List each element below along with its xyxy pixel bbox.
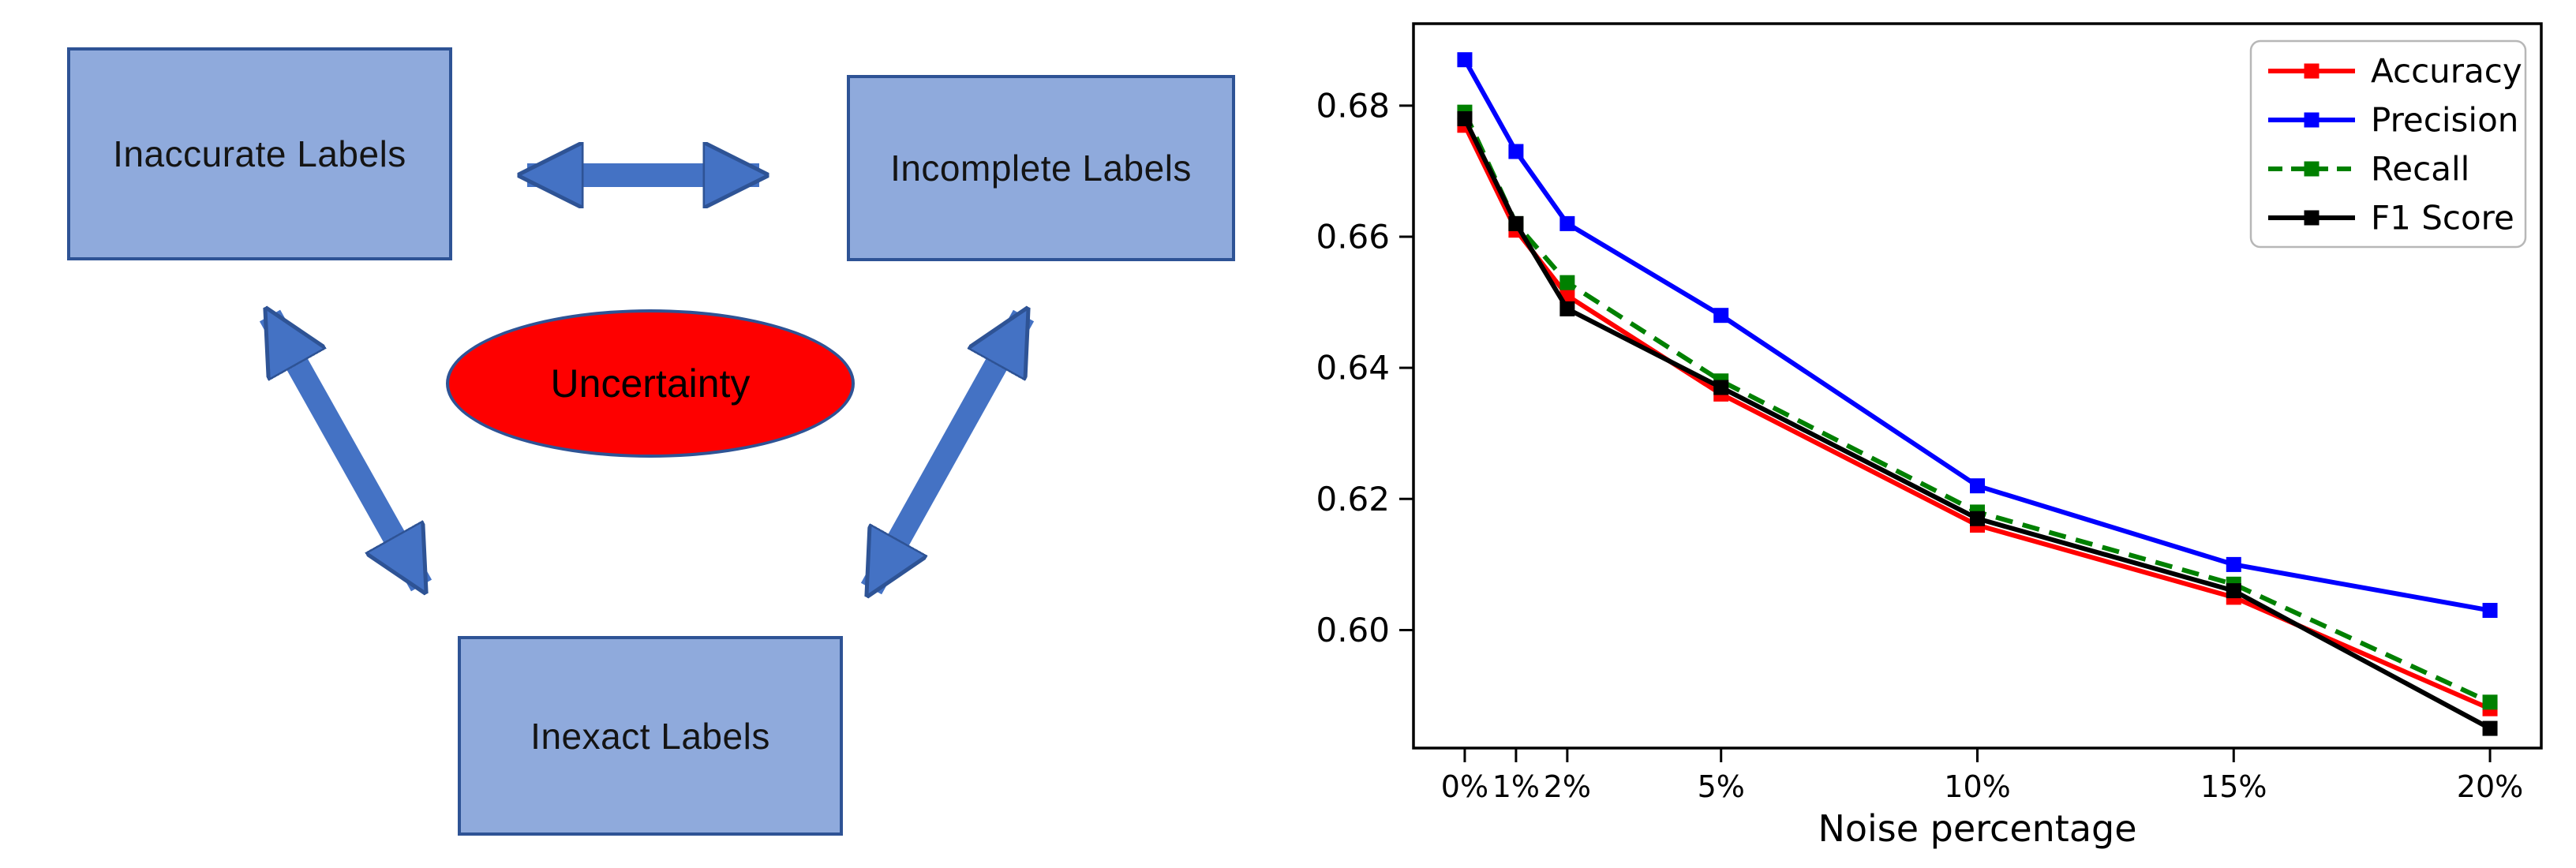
data-point-precision-1% xyxy=(1508,144,1524,159)
node-inexact-labels: Inexact Labels xyxy=(458,636,843,836)
noise-metrics-chart: 0.68 0.66 0.64 0.62 0.60 0% 1% 2% 5% 10% 15% 20% Noi… xyxy=(1294,0,2576,868)
data-point-f1-score-0% xyxy=(1457,110,1473,126)
double-arrow-incomplete-inexact-icon xyxy=(860,316,1035,589)
data-point-f1-score-2% xyxy=(1559,301,1575,316)
data-point-recall-2% xyxy=(1559,275,1575,290)
x-tick-label: 5% xyxy=(1698,769,1745,804)
data-point-f1-score-5% xyxy=(1713,380,1729,395)
legend-label: F1 Score xyxy=(2371,199,2514,238)
data-point-precision-15% xyxy=(2226,556,2241,572)
legend-label: Precision xyxy=(2371,101,2518,140)
node-inexact-labels-text: Inexact Labels xyxy=(530,715,770,757)
x-tick-label: 0% xyxy=(1441,769,1488,804)
data-point-precision-5% xyxy=(1713,308,1729,324)
node-incomplete-labels-text: Incomplete Labels xyxy=(890,148,1192,189)
legend-marker xyxy=(2304,112,2320,128)
y-tick-label: 0.66 xyxy=(1316,218,1390,256)
node-uncertainty-ellipse: Uncertainty xyxy=(446,309,855,458)
chart-legend xyxy=(2249,39,2527,249)
data-point-f1-score-1% xyxy=(1508,215,1524,231)
data-point-recall-20% xyxy=(2482,694,2498,710)
data-point-f1-score-20% xyxy=(2482,720,2498,736)
x-tick-label: 10% xyxy=(1944,769,2010,804)
double-arrow-inaccurate-inexact-icon xyxy=(259,316,432,586)
x-tick-label: 2% xyxy=(1544,769,1591,804)
node-inaccurate-labels: Inaccurate Labels xyxy=(67,47,452,260)
node-uncertainty-text: Uncertainty xyxy=(550,361,751,406)
x-tick-label: 20% xyxy=(2457,769,2523,804)
legend-marker xyxy=(2304,63,2320,79)
data-point-precision-2% xyxy=(1559,215,1575,231)
data-point-f1-score-10% xyxy=(1970,511,1985,526)
line-chart: 0.68 0.66 0.64 0.62 0.60 0% 1% 2% 5% 10% 15% 20% Noi… xyxy=(1316,22,2543,850)
data-point-precision-10% xyxy=(1970,478,1985,494)
x-tick-label: 15% xyxy=(2200,769,2267,804)
data-point-f1-score-15% xyxy=(2226,583,2241,599)
y-tick-label: 0.64 xyxy=(1316,349,1390,387)
legend-label: Recall xyxy=(2371,150,2469,189)
legend-label: Accuracy xyxy=(2371,52,2522,91)
node-inaccurate-labels-text: Inaccurate Labels xyxy=(113,133,406,174)
y-tick-label: 0.60 xyxy=(1316,611,1390,649)
data-point-precision-0% xyxy=(1457,52,1473,68)
x-tick-label: 1% xyxy=(1492,769,1540,804)
y-tick-label: 0.68 xyxy=(1316,86,1390,125)
diagram-arrows xyxy=(259,0,1035,868)
plot-frame xyxy=(1412,22,2543,750)
legend-marker xyxy=(2304,210,2320,226)
legend-marker xyxy=(2304,161,2320,177)
node-incomplete-labels: Incomplete Labels xyxy=(847,75,1235,261)
x-axis-label: Noise percentage xyxy=(1818,807,2136,850)
y-tick-label: 0.62 xyxy=(1316,480,1390,518)
label-uncertainty-diagram: Inaccurate Labels Incomplete Labels Inex… xyxy=(67,0,1235,868)
data-point-precision-20% xyxy=(2482,603,2498,619)
